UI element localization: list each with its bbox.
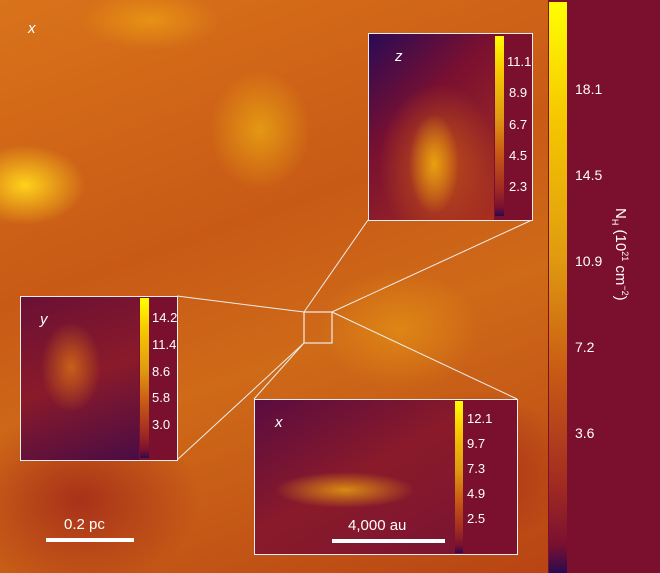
inset-colorbar	[495, 36, 504, 216]
colorbar-tick: 3.6	[575, 425, 595, 441]
colorbar-tick: 18.1	[575, 81, 603, 97]
scale-bar-label: 4,000 au	[348, 517, 407, 534]
colorbar-tick: 4.9	[467, 486, 486, 501]
inset-y: y 14.2 11.4 8.6 5.8 3.0	[20, 296, 178, 461]
colorbar-axis-label: NH (1021 cm−2)	[610, 208, 630, 301]
colorbar-tick: 9.7	[467, 436, 486, 451]
inset-projection-label: x	[275, 414, 283, 431]
scale-bar-label: 0.2 pc	[64, 516, 105, 533]
colorbar-tick: 10.9	[575, 253, 603, 269]
colorbar-tick: 6.7	[509, 117, 528, 132]
colorbar-tick: 5.8	[152, 390, 171, 405]
colorbar-tick: 14.2	[152, 310, 178, 325]
colorbar-tick: 2.3	[509, 179, 528, 194]
colorbar-tick: 4.5	[509, 148, 528, 163]
inset-z: z 11.1 8.9 6.7 4.5 2.3	[368, 33, 533, 221]
inset-x: x 12.1 9.7 7.3 4.9 2.5 4,000 au	[254, 399, 518, 555]
colorbar-tick: 8.6	[152, 364, 171, 379]
colorbar-tick: 7.2	[575, 339, 595, 355]
colorbar-tick: 14.5	[575, 167, 603, 183]
colorbar-tick: 12.1	[467, 411, 493, 426]
colorbar-tick: 3.0	[152, 417, 171, 432]
scale-bar-au	[332, 539, 445, 543]
colorbar-tick: 11.4	[152, 337, 177, 352]
projection-label: x	[28, 20, 36, 37]
zoom-region-box	[303, 311, 333, 344]
colorbar-tick: 7.3	[467, 461, 486, 476]
inset-colorbar	[455, 401, 463, 553]
inset-colorbar	[140, 298, 149, 458]
colorbar-tick: 2.5	[467, 511, 486, 526]
scale-bar-pc	[46, 538, 134, 542]
inset-projection-label: y	[40, 311, 48, 328]
colorbar-tick: 8.9	[509, 85, 528, 100]
colorbar-tick: 11.1	[507, 54, 532, 69]
main-colorbar	[549, 2, 567, 573]
inset-projection-label: z	[395, 48, 403, 65]
